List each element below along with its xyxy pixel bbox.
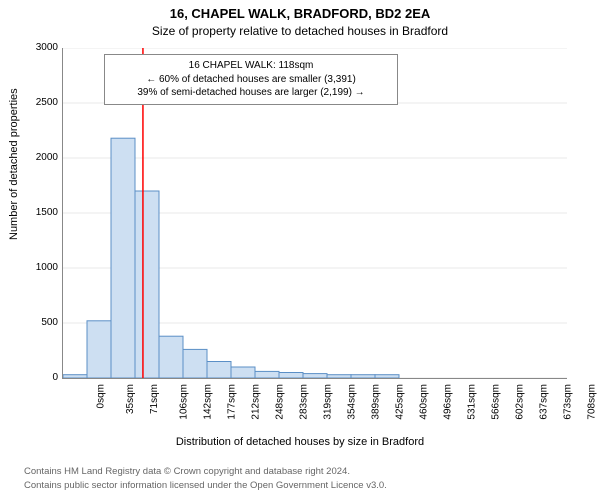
bar bbox=[159, 336, 183, 378]
bar bbox=[375, 375, 399, 378]
y-tick: 2000 bbox=[18, 152, 58, 163]
y-tick: 2500 bbox=[18, 97, 58, 108]
x-tick: 602sqm bbox=[515, 384, 526, 420]
x-tick: 142sqm bbox=[203, 384, 214, 420]
bar bbox=[231, 367, 255, 378]
x-axis-label: Distribution of detached houses by size … bbox=[0, 436, 600, 448]
bar bbox=[255, 371, 279, 378]
x-tick: 389sqm bbox=[371, 384, 382, 420]
title-main: 16, CHAPEL WALK, BRADFORD, BD2 2EA bbox=[0, 6, 600, 21]
x-tick: 637sqm bbox=[539, 384, 550, 420]
bar bbox=[351, 375, 375, 378]
bar bbox=[327, 375, 351, 378]
annotation-line-1: 16 CHAPEL WALK: 118sqm bbox=[113, 59, 389, 73]
bar bbox=[183, 349, 207, 378]
x-tick: 496sqm bbox=[443, 384, 454, 420]
annotation-line-3: 39% of semi-detached houses are larger (… bbox=[113, 86, 389, 100]
bar bbox=[303, 374, 327, 378]
x-tick: 531sqm bbox=[467, 384, 478, 420]
annotation-line-2: ← 60% of detached houses are smaller (3,… bbox=[113, 73, 389, 87]
chart-page: 16, CHAPEL WALK, BRADFORD, BD2 2EA Size … bbox=[0, 0, 600, 500]
bar bbox=[135, 191, 159, 378]
x-tick: 673sqm bbox=[563, 384, 574, 420]
y-tick: 0 bbox=[18, 372, 58, 383]
bar bbox=[87, 321, 111, 378]
x-tick: 248sqm bbox=[275, 384, 286, 420]
y-tick: 1000 bbox=[18, 262, 58, 273]
footer-line-2: Contains public sector information licen… bbox=[24, 480, 387, 491]
bar bbox=[63, 375, 87, 378]
y-tick: 1500 bbox=[18, 207, 58, 218]
bar bbox=[279, 373, 303, 379]
x-tick: 708sqm bbox=[587, 384, 598, 420]
bar bbox=[207, 362, 231, 379]
x-tick: 106sqm bbox=[179, 384, 190, 420]
footer-line-1: Contains HM Land Registry data © Crown c… bbox=[24, 466, 350, 477]
title-sub: Size of property relative to detached ho… bbox=[0, 24, 600, 38]
x-tick: 0sqm bbox=[95, 384, 106, 408]
x-tick: 425sqm bbox=[395, 384, 406, 420]
x-tick: 566sqm bbox=[491, 384, 502, 420]
x-tick: 319sqm bbox=[323, 384, 334, 420]
x-tick: 35sqm bbox=[125, 384, 136, 414]
x-tick: 177sqm bbox=[227, 384, 238, 420]
y-tick: 500 bbox=[18, 317, 58, 328]
x-tick: 283sqm bbox=[299, 384, 310, 420]
y-tick: 3000 bbox=[18, 42, 58, 53]
x-tick: 71sqm bbox=[149, 384, 160, 414]
x-tick: 460sqm bbox=[419, 384, 430, 420]
bar bbox=[111, 138, 135, 378]
x-tick: 354sqm bbox=[347, 384, 358, 420]
annotation-box: 16 CHAPEL WALK: 118sqm ← 60% of detached… bbox=[104, 54, 398, 105]
x-tick: 212sqm bbox=[251, 384, 262, 420]
